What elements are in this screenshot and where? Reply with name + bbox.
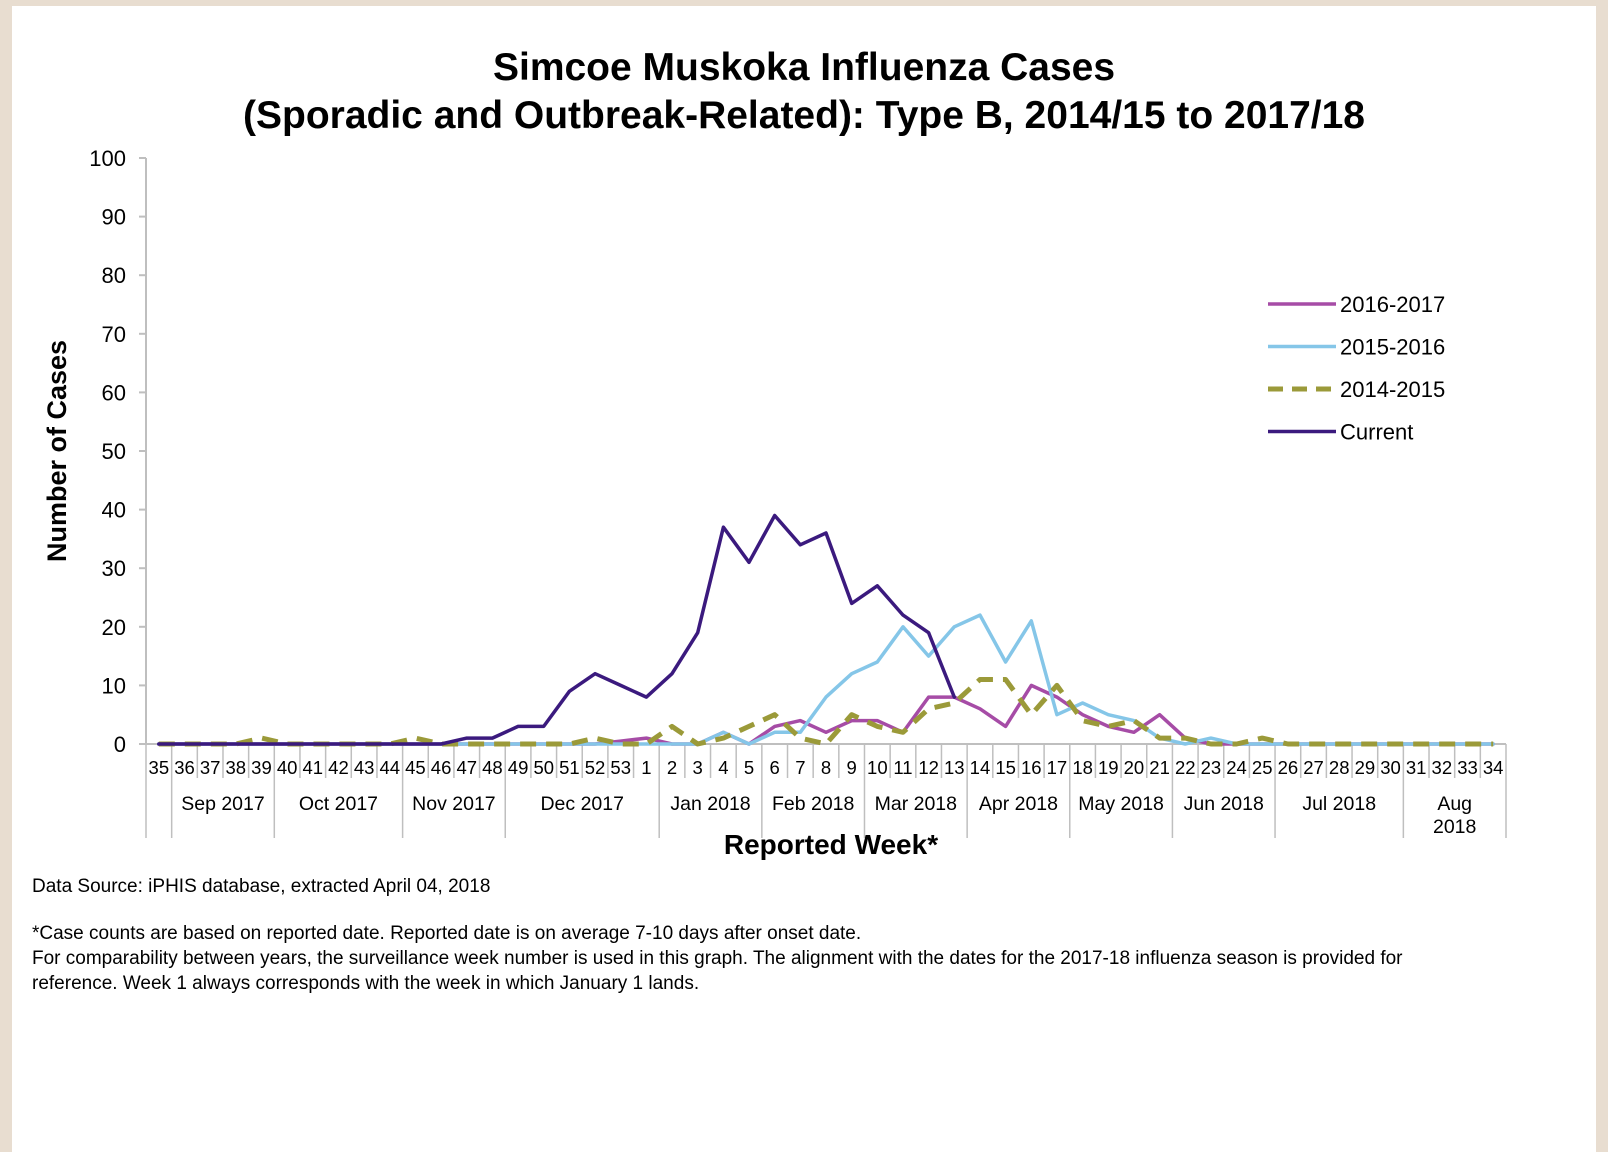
x-tick-label: 37 (200, 757, 221, 778)
x-tick-label: 10 (867, 757, 888, 778)
month-label: Aug (1437, 793, 1472, 815)
x-tick-label: 32 (1432, 757, 1453, 778)
x-tick-label: 40 (277, 757, 298, 778)
y-tick-label: 30 (102, 556, 126, 581)
x-tick-label: 7 (795, 757, 805, 778)
footnotes: Data Source: iPHIS database, extracted A… (32, 874, 1472, 996)
x-tick-label: 18 (1072, 757, 1093, 778)
x-tick-label: 17 (1047, 757, 1068, 778)
x-tick-label: 25 (1252, 757, 1273, 778)
x-tick-label: 20 (1124, 757, 1145, 778)
y-tick-label: 100 (89, 146, 126, 171)
week-alignment-note: For comparability between years, the sur… (32, 948, 1403, 994)
x-tick-label: 42 (328, 757, 349, 778)
x-tick-label: 26 (1278, 757, 1299, 778)
x-tick-label: 14 (970, 757, 991, 778)
x-tick-label: 11 (893, 757, 912, 778)
x-tick-label: 53 (610, 757, 631, 778)
x-tick-label: 48 (482, 757, 503, 778)
x-tick-label: 49 (508, 757, 529, 778)
x-tick-label: 15 (995, 757, 1016, 778)
month-label: 2018 (1433, 816, 1476, 838)
month-label: Feb 2018 (772, 793, 854, 815)
reported-date-note: *Case counts are based on reported date.… (32, 923, 862, 944)
y-tick-label: 0 (114, 732, 126, 757)
legend-label-2014-2015: 2014-2015 (1340, 377, 1445, 402)
x-tick-label: 29 (1355, 757, 1376, 778)
x-tick-label: 46 (431, 757, 452, 778)
x-tick-label: 4 (718, 757, 728, 778)
x-tick-label: 33 (1457, 757, 1478, 778)
x-tick-label: 28 (1329, 757, 1350, 778)
x-tick-label: 8 (821, 757, 831, 778)
chart-title: Simcoe Muskoka Influenza Cases (Sporadic… (12, 44, 1596, 140)
x-tick-label: 3 (693, 757, 703, 778)
month-label: Apr 2018 (979, 793, 1058, 815)
x-tick-label: 30 (1380, 757, 1401, 778)
x-tick-label: 6 (770, 757, 780, 778)
data-source-note: Data Source: iPHIS database, extracted A… (32, 876, 491, 897)
series-line-2016-2017 (157, 683, 1495, 746)
x-tick-label: 23 (1201, 757, 1222, 778)
x-tick-label: 1 (641, 757, 651, 778)
x-tick-label: 36 (174, 757, 195, 778)
series-line-current (157, 513, 957, 746)
y-tick-label: 90 (102, 205, 126, 230)
y-tick-label: 20 (102, 615, 126, 640)
x-tick-label: 9 (847, 757, 857, 778)
month-label: Jan 2018 (670, 793, 750, 815)
x-tick-label: 38 (226, 757, 247, 778)
y-tick-label: 80 (102, 263, 126, 288)
y-tick-label: 40 (102, 498, 126, 523)
month-label: Mar 2018 (875, 793, 957, 815)
x-tick-label: 43 (354, 757, 375, 778)
x-tick-label: 39 (251, 757, 272, 778)
legend-label-2016-2017: 2016-2017 (1340, 292, 1445, 317)
x-tick-label: 44 (379, 757, 400, 778)
x-tick-label: 5 (744, 757, 754, 778)
x-tick-label: 16 (1021, 757, 1042, 778)
x-tick-label: 19 (1098, 757, 1119, 778)
x-tick-label: 31 (1406, 757, 1427, 778)
series-line-2014-2015 (158, 677, 1494, 747)
month-label: Jun 2018 (1184, 793, 1264, 815)
chart-title-line2: (Sporadic and Outbreak-Related): Type B,… (243, 94, 1365, 137)
x-tick-label: 47 (456, 757, 477, 778)
chart-title-line1: Simcoe Muskoka Influenza Cases (492, 46, 1116, 89)
y-tick-label: 70 (102, 322, 126, 347)
series-line-2015-2016 (157, 613, 1495, 746)
month-label: Dec 2017 (540, 793, 623, 815)
x-tick-label: 13 (944, 757, 965, 778)
x-tick-label: 41 (303, 757, 324, 778)
y-tick-label: 60 (102, 380, 126, 405)
month-label: Oct 2017 (299, 793, 378, 815)
x-tick-label: 24 (1226, 757, 1247, 778)
y-axis-label: Number of Cases (42, 340, 72, 562)
legend-label-current: Current (1340, 420, 1413, 445)
x-tick-label: 22 (1175, 757, 1196, 778)
x-tick-label: 50 (533, 757, 554, 778)
y-tick-label: 10 (102, 673, 126, 698)
x-tick-label: 12 (918, 757, 939, 778)
y-tick-label: 50 (102, 439, 126, 464)
x-tick-label: 21 (1149, 757, 1170, 778)
chart-panel: Simcoe Muskoka Influenza Cases (Sporadic… (12, 6, 1596, 1152)
legend-label-2015-2016: 2015-2016 (1340, 335, 1445, 360)
x-tick-label: 34 (1483, 757, 1504, 778)
x-tick-label: 45 (405, 757, 426, 778)
month-label: Jul 2018 (1302, 793, 1376, 815)
month-label: Nov 2017 (412, 793, 495, 815)
month-label: Sep 2017 (181, 793, 265, 815)
x-tick-label: 35 (149, 757, 170, 778)
x-axis-label: Reported Week* (724, 829, 938, 860)
month-label: May 2018 (1078, 793, 1164, 815)
x-tick-label: 52 (585, 757, 606, 778)
x-tick-label: 2 (667, 757, 677, 778)
x-tick-label: 27 (1303, 757, 1324, 778)
x-tick-label: 51 (559, 757, 580, 778)
